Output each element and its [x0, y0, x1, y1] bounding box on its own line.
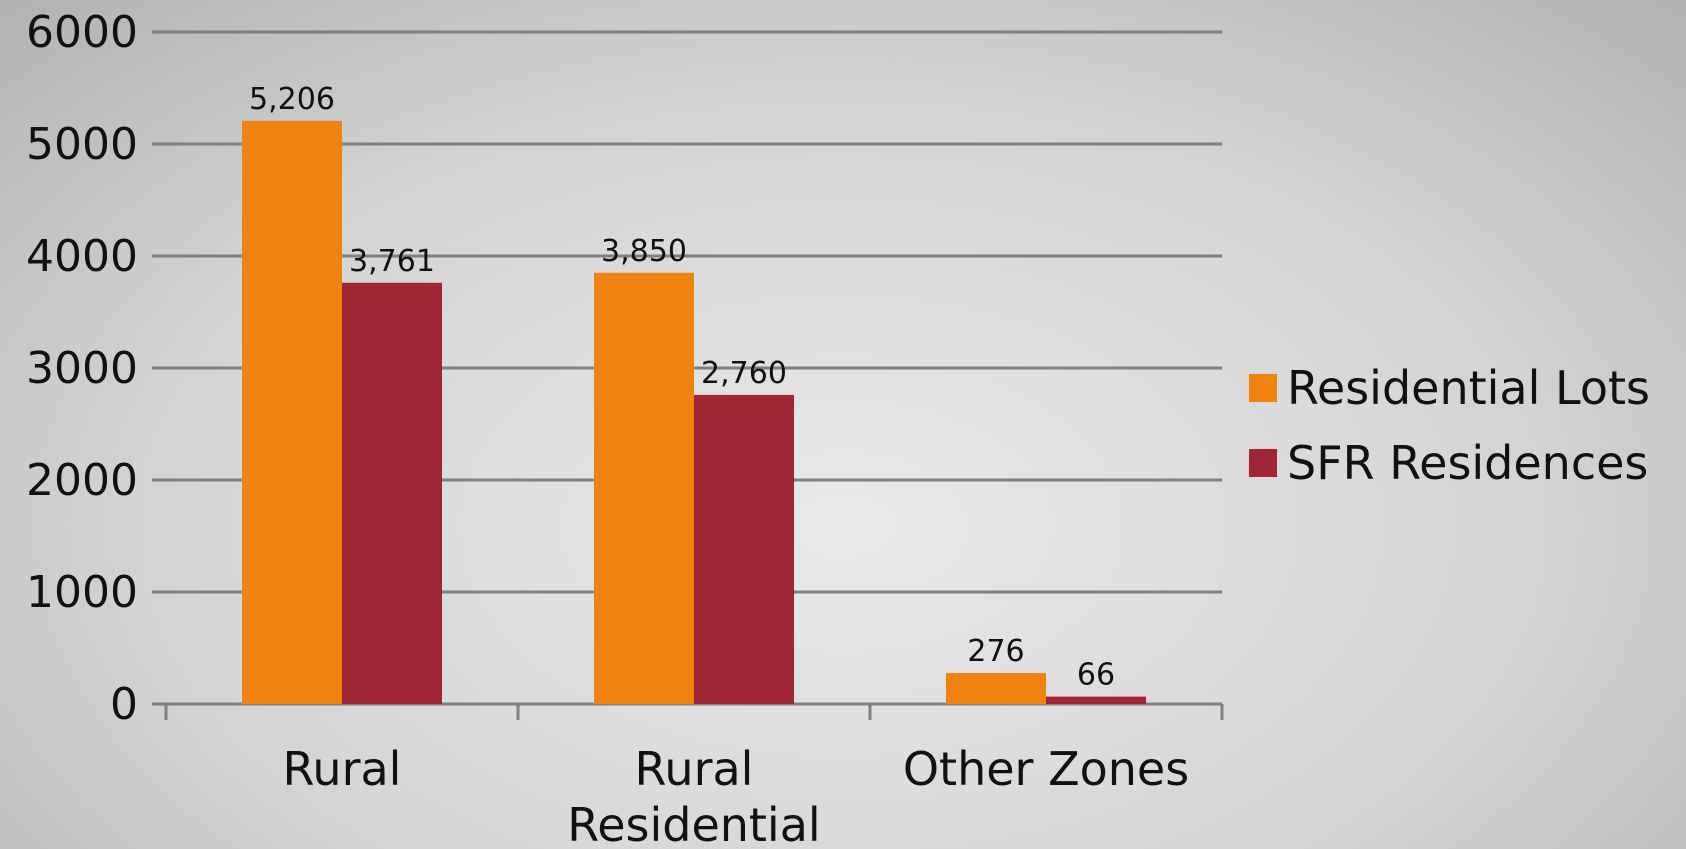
y-tick-label: 6000 [26, 7, 138, 58]
bar-sfr-residences [694, 394, 794, 704]
bar-residential-lots [594, 272, 694, 704]
data-label: 276 [967, 634, 1024, 669]
legend-swatch [1249, 374, 1277, 402]
category-label: Other Zones [903, 742, 1189, 796]
bar-sfr-residences [342, 282, 442, 704]
y-tick-label: 3000 [26, 343, 138, 394]
legend-label: SFR Residences [1287, 436, 1648, 490]
x-axis [164, 702, 1224, 720]
bar-residential-lots [946, 673, 1046, 704]
data-label: 3,761 [349, 244, 435, 279]
category-label: Residential [567, 798, 820, 849]
data-label: 5,206 [249, 82, 335, 117]
bar-residential-lots [242, 120, 342, 705]
y-tick-label: 4000 [26, 231, 138, 282]
y-axis-tick-labels: 0 1000 2000 3000 4000 5000 6000 [26, 7, 138, 730]
data-labels: 5,206 3,761 3,850 2,760 276 66 [249, 82, 1115, 693]
data-label: 2,760 [701, 356, 787, 391]
bar-sfr-residences [1046, 696, 1146, 704]
legend-swatch [1249, 449, 1277, 477]
category-label: Rural [283, 742, 402, 796]
y-tick-label: 5000 [26, 119, 138, 170]
legend-label: Residential Lots [1287, 361, 1650, 415]
legend: Residential Lots SFR Residences [1249, 361, 1650, 490]
category-label: Rural [635, 742, 754, 796]
y-tick-label: 1000 [26, 567, 138, 618]
data-label: 66 [1077, 658, 1115, 693]
data-label: 3,850 [601, 234, 687, 269]
bars [242, 120, 1146, 705]
y-tick-label: 2000 [26, 455, 138, 506]
y-tick-label: 0 [110, 679, 138, 730]
